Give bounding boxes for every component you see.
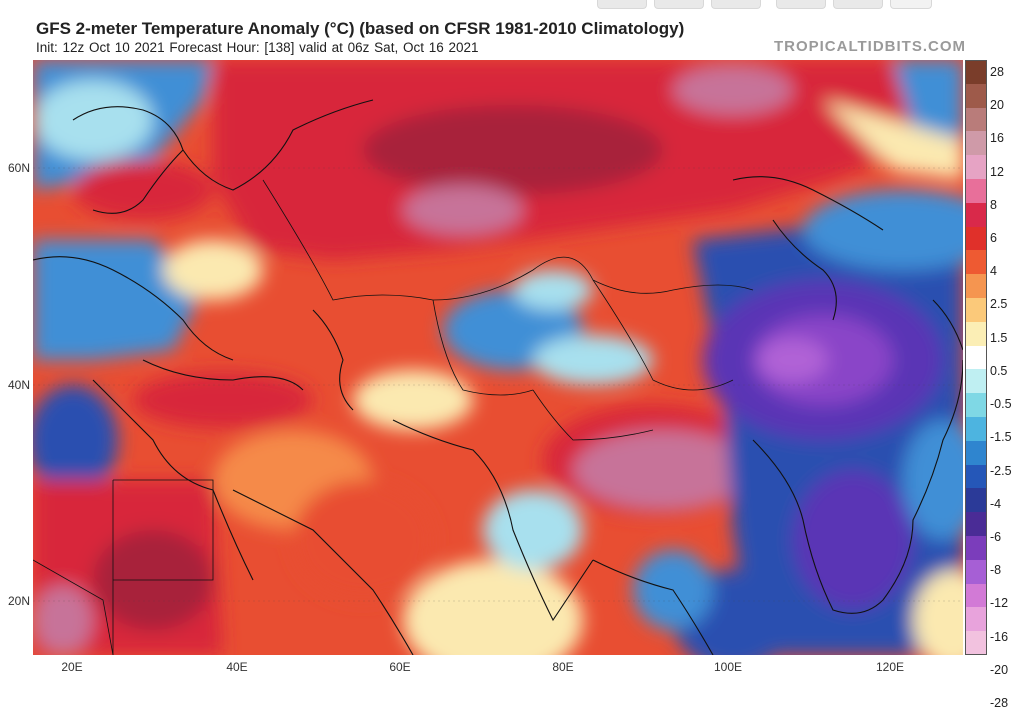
colorbar-segment — [965, 107, 987, 132]
colorbar-tick-label: 12 — [990, 164, 1004, 179]
colorbar-tick-label: 20 — [990, 98, 1004, 113]
lon-label-100e: 100E — [713, 660, 743, 674]
toolbar-button-3[interactable] — [711, 0, 761, 9]
colorbar-tick-label: -8 — [990, 563, 1002, 578]
colorbar-tick-label: -1.5 — [990, 430, 1012, 445]
colorbar-tick-label: 28 — [990, 65, 1004, 79]
lat-label-60n: 60N — [7, 161, 30, 175]
colorbar-segment — [965, 250, 987, 275]
colorbar-tick-label: 2.5 — [990, 297, 1008, 312]
toolbar-button-5[interactable] — [833, 0, 883, 9]
lon-label-120e: 120E — [875, 660, 905, 674]
map-title: GFS 2-meter Temperature Anomaly (°C) (ba… — [36, 19, 685, 38]
colorbar-tick-label: 16 — [990, 131, 1004, 146]
colorbar-tick-label: 8 — [990, 197, 997, 212]
colorbar-segment — [965, 440, 987, 466]
watermark: TROPICALTIDBITS.COM — [773, 38, 966, 55]
borders — [33, 179, 754, 655]
colorbar-segment — [965, 488, 987, 513]
colorbar-tick-label: -28 — [990, 696, 1009, 710]
coastlines — [33, 99, 963, 655]
colorbar-segment — [965, 131, 987, 156]
colorbar-segment — [965, 202, 987, 228]
colorbar-segment — [965, 607, 987, 632]
colorbar-tick-label: -6 — [990, 529, 1002, 544]
colorbar-segment — [965, 631, 987, 656]
lon-label-60e: 60E — [389, 660, 411, 674]
lon-label-40e: 40E — [226, 660, 248, 674]
colorbar-tick-label: -0.5 — [990, 397, 1012, 412]
colorbar-segment — [965, 345, 987, 370]
lon-label-20e: 20E — [61, 660, 83, 674]
forecast-info: Init: 12z Oct 10 2021 Forecast Hour: [13… — [36, 40, 479, 55]
colorbar-tick-label: -20 — [990, 662, 1009, 677]
colorbar-tick-label: -2.5 — [990, 463, 1012, 478]
colorbar-tick-label: 1.5 — [990, 330, 1008, 345]
colorbar-tick-label: 6 — [990, 231, 997, 246]
colorbar-segment — [965, 417, 987, 442]
colorbar-segment — [965, 298, 987, 323]
graticule — [33, 167, 963, 602]
lat-label-40n: 40N — [7, 378, 30, 392]
colorbar-segment — [965, 321, 987, 347]
colorbar-segment — [965, 226, 987, 251]
toolbar-button-4[interactable] — [776, 0, 826, 9]
colorbar-segment — [965, 179, 987, 204]
colorbar-segment — [965, 274, 987, 299]
lat-label-20n: 20N — [7, 594, 30, 608]
colorbar-tick-label: -4 — [990, 496, 1002, 511]
temperature-anomaly-map — [33, 60, 963, 655]
colorbar-segment — [965, 393, 987, 418]
colorbar-tick-label: 4 — [990, 264, 997, 279]
colorbar-tick-label: -12 — [990, 596, 1009, 611]
colorbar-segment — [965, 559, 987, 585]
toolbar-button-6[interactable] — [890, 0, 932, 9]
colorbar-segment — [965, 369, 987, 394]
colorbar-segment — [965, 512, 987, 537]
colorbar-segment — [965, 583, 987, 608]
colorbar-tick-label: 0.5 — [990, 363, 1008, 378]
lon-label-80e: 80E — [552, 660, 574, 674]
colorbar-segment — [965, 464, 987, 489]
colorbar-segment — [965, 60, 987, 85]
colorbar-segment — [965, 155, 987, 180]
toolbar-button-1[interactable] — [597, 0, 647, 9]
colorbar — [965, 60, 987, 656]
colorbar-segment — [965, 83, 987, 109]
map-svg — [33, 60, 963, 655]
toolbar-button-2[interactable] — [654, 0, 704, 9]
colorbar-segment — [965, 536, 987, 561]
colorbar-tick-label: -16 — [990, 629, 1009, 644]
